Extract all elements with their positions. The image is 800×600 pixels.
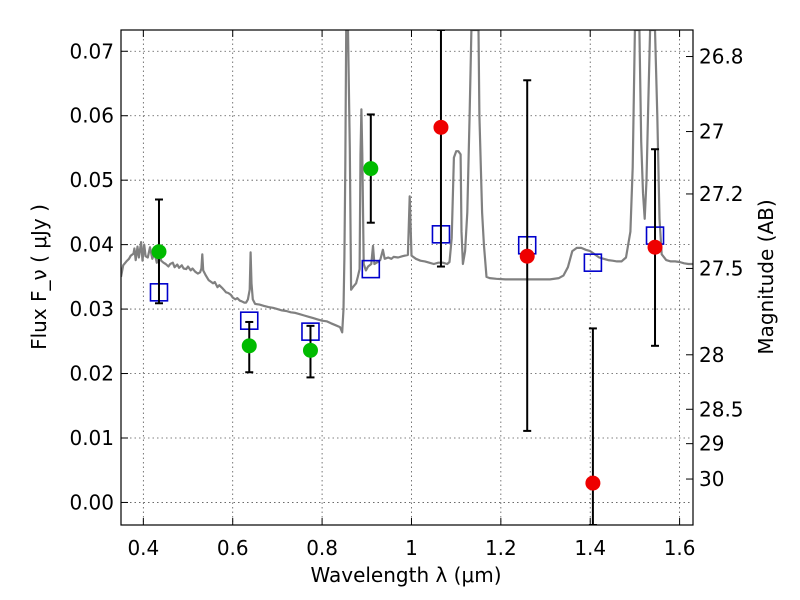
optical-data-point <box>151 244 167 260</box>
magnitude-axis-title: Magnitude (AB) <box>754 199 778 354</box>
magnitude-tick-label: 29 <box>699 432 724 456</box>
x-tick-label: 0.6 <box>217 536 249 560</box>
nir-data-point <box>433 119 449 135</box>
model-photometry-square <box>583 253 603 272</box>
magnitude-tick-label: 26.8 <box>699 45 744 69</box>
y-tick-label: 0.05 <box>69 168 114 192</box>
optical-data-point <box>363 161 379 177</box>
magnitude-tick-label: 27.2 <box>699 182 744 206</box>
nir-data-point <box>647 239 663 255</box>
x-tick-label: 1.4 <box>574 536 606 560</box>
x-axis-title: Wavelength λ (μm) <box>310 563 501 587</box>
model-spectrum-line <box>121 30 693 334</box>
y-tick-label: 0.01 <box>69 426 114 450</box>
x-tick-label: 1.2 <box>485 536 517 560</box>
y-tick-label: 0.04 <box>69 233 114 257</box>
nir-data-point <box>519 248 535 264</box>
y-tick-label: 0.06 <box>69 104 114 128</box>
ticks <box>121 30 693 525</box>
nir-data-point <box>585 475 601 491</box>
magnitude-tick-label: 27 <box>699 120 724 144</box>
plot-frame <box>120 29 694 526</box>
y-tick-label: 0.00 <box>69 490 114 514</box>
magnitude-tick-label: 27.5 <box>699 256 744 280</box>
optical-data-point <box>302 342 318 358</box>
tick-labels: 0.4 0.6 0.8 1 1.2 1.4 1.6 0.00 0.01 0.02 0.03 0.04 0… <box>69 39 743 560</box>
y-tick-label: 0.03 <box>69 297 114 321</box>
grid <box>121 30 693 525</box>
x-tick-label: 1 <box>405 536 418 560</box>
plot-data <box>121 30 693 525</box>
x-tick-label: 1.6 <box>664 536 696 560</box>
x-tick-label: 0.4 <box>127 536 159 560</box>
y-axis-title: Flux F_ν ( μJy ) <box>27 204 51 350</box>
model-photometry-square <box>361 259 381 279</box>
y-tick-label: 0.07 <box>69 39 114 63</box>
magnitude-tick-label: 28 <box>699 343 724 367</box>
magnitude-tick-label: 30 <box>699 467 724 491</box>
y-tick-label: 0.02 <box>69 362 114 386</box>
optical-data-point <box>241 338 257 354</box>
magnitude-tick-label: 28.5 <box>699 397 744 421</box>
x-tick-label: 0.8 <box>306 536 338 560</box>
